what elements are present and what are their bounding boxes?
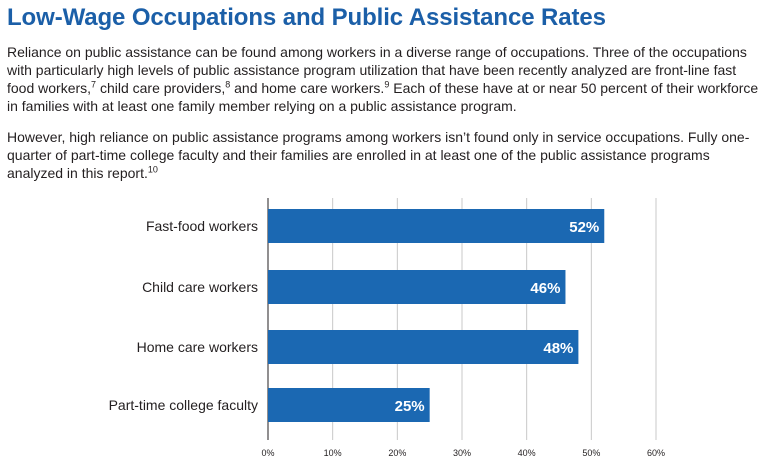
x-tick-label: 60% [647,448,665,458]
footnote-marker: 7 [91,79,97,90]
category-label: Child care workers [142,279,258,295]
chart-value-labels: 52% 46% 48% 25% [395,219,600,415]
chart-bars [268,209,605,422]
value-label: 46% [530,280,560,297]
intro-paragraph: Reliance on public assistance can be fou… [7,43,767,115]
chart-category-labels: Fast-food workers Child care workers Home … [109,218,258,413]
bar [268,209,605,243]
paragraph-text: Reliance on public assistance can be fou… [7,44,747,96]
value-label: 52% [569,219,599,236]
paragraph-text: and home care workers. [230,80,385,96]
footnote-marker: 9 [384,79,390,90]
category-label: Home care workers [137,339,258,355]
value-label: 48% [543,340,573,357]
value-label: 25% [395,398,425,415]
x-tick-label: 0% [261,448,274,458]
paragraph-text: child care providers, [96,80,226,96]
paragraph-text: Each of these have at or near 50 percent… [7,80,759,114]
page-title: Low-Wage Occupations and Public Assistan… [7,4,606,31]
category-label: Part-time college faculty [109,397,258,413]
footnote-marker: 8 [225,79,231,90]
category-label: Fast-food workers [146,218,258,234]
paragraph-text: However, high reliance on public assista… [7,129,750,181]
bar [268,270,566,304]
footnote-marker: 10 [147,164,158,175]
x-tick-label: 20% [388,448,406,458]
x-tick-label: 40% [518,448,536,458]
x-tick-label: 30% [453,448,471,458]
x-tick-label: 50% [582,448,600,458]
x-tick-label: 10% [324,448,342,458]
second-paragraph: However, high reliance on public assista… [7,128,767,182]
bar [268,388,430,422]
bar [268,330,579,364]
chart-x-tick-labels: 0% 10% 20% 30% 40% 50% 60% [261,448,665,458]
